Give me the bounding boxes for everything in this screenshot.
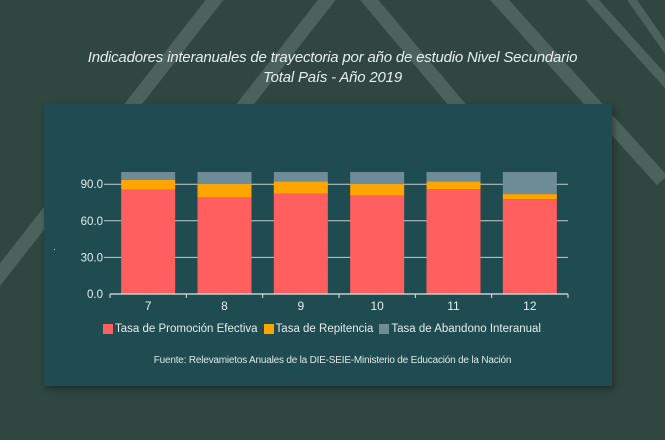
bar-segment-abandono (197, 172, 252, 185)
legend-item-abandono: Tasa de Abandono Interanual (379, 323, 541, 335)
chart-title: Indicadores interanuales de trayectoria … (0, 48, 665, 88)
bar-segment-abandono (273, 172, 328, 182)
y-tick-label: 0.0 (87, 289, 103, 301)
x-tick-label: 7 (145, 299, 152, 313)
x-tick-label: 10 (370, 299, 384, 313)
stray-dot (54, 249, 55, 250)
x-tick-label: 8 (221, 299, 228, 313)
legend-swatch-repitencia (263, 324, 274, 334)
y-tick-label: 90.0 (81, 179, 103, 191)
chart-title-line1: Indicadores interanuales de trayectoria … (87, 49, 578, 66)
bar-segment-promocion (197, 197, 252, 294)
bar-segment-repitencia (121, 179, 176, 190)
y-tick-label: 60.0 (81, 216, 103, 228)
x-tick-label: 12 (523, 299, 537, 313)
bar-segment-abandono (121, 172, 176, 180)
legend-swatch-promocion (103, 324, 113, 334)
legend-label: Tasa de Promoción Efectiva (115, 323, 258, 335)
bar-segment-repitencia (350, 184, 405, 196)
legend-item-promocion: Tasa de Promoción Efectiva (103, 323, 258, 335)
chart-legend: Tasa de Promoción Efectiva Tasa de Repit… (103, 323, 547, 335)
bar-segment-promocion (350, 195, 405, 294)
bar-segment-abandono (502, 172, 557, 195)
bar-segment-repitencia (197, 184, 252, 198)
legend-label: Tasa de Repitencia (275, 323, 374, 335)
source-note: Fuente: Relevamietos Anuales de la DIE-S… (153, 355, 512, 366)
chart-title-line2: Total País - Año 2019 (263, 69, 402, 86)
y-tick-label: 30.0 (81, 252, 103, 264)
bar-segment-promocion (273, 193, 328, 294)
legend-label: Tasa de Abandono Interanual (391, 323, 541, 335)
bar-segment-abandono (426, 172, 481, 182)
x-tick-label: 11 (447, 299, 460, 313)
legend-swatch-abandono (379, 324, 390, 334)
bar-segment-repitencia (426, 181, 481, 190)
bar-segment-promocion (121, 189, 176, 294)
x-tick-label: 9 (297, 299, 304, 313)
bar-segment-repitencia (502, 194, 557, 200)
bar-segment-repitencia (273, 181, 328, 194)
legend-item-repitencia: Tasa de Repitencia (263, 323, 374, 335)
bar-segment-promocion (502, 199, 557, 294)
bar-segment-abandono (350, 172, 405, 185)
bar-segment-promocion (426, 189, 481, 294)
